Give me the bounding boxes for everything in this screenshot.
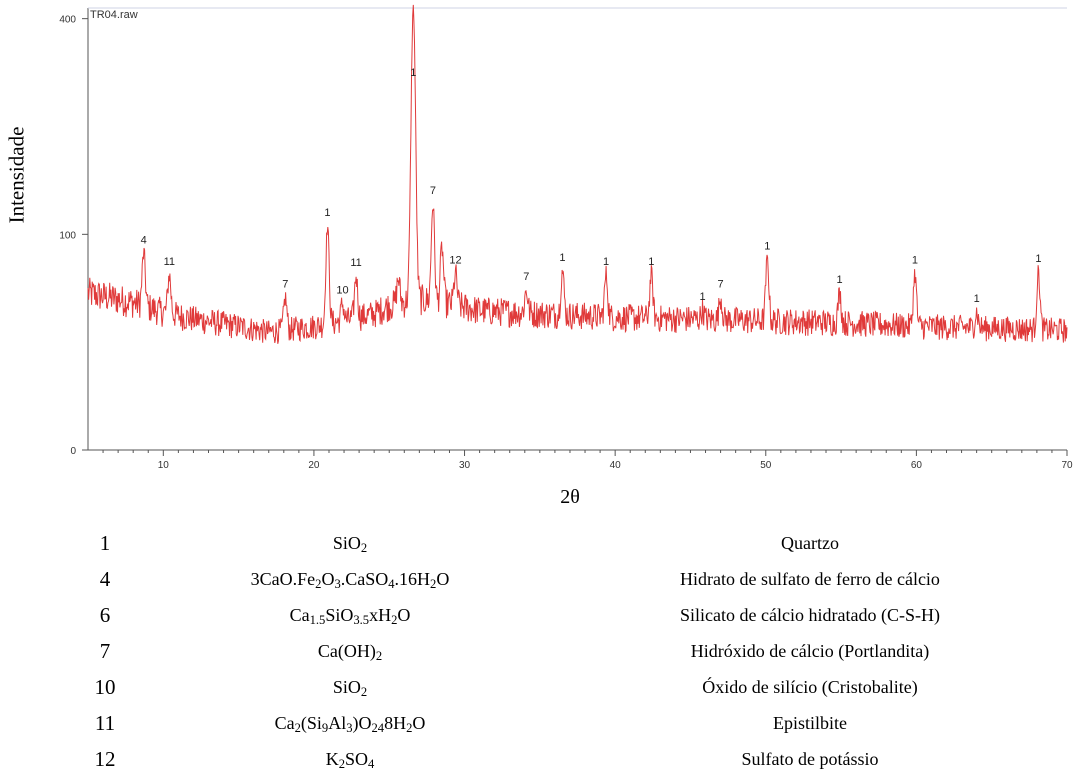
legend-description: Óxido de silício (Cristobalite) bbox=[702, 676, 918, 697]
peak-label: 4 bbox=[141, 235, 147, 247]
peak-label: 1 bbox=[764, 241, 770, 253]
legend-formula: SiO2 bbox=[332, 532, 368, 555]
peak-label: 7 bbox=[523, 271, 529, 283]
legend-description: Epistilbite bbox=[773, 712, 847, 733]
legend-row: 6 Ca1.5SiO3.5xH2O Silicato de cálcio hidra… bbox=[60, 597, 1070, 633]
peak-label: 1 bbox=[648, 256, 654, 268]
plot-frame bbox=[87, 7, 1067, 451]
peak-label: 1 bbox=[837, 274, 843, 286]
legend-number: 7 bbox=[99, 638, 111, 663]
peak-label: 11 bbox=[164, 256, 175, 268]
peak-label: 1 bbox=[974, 293, 980, 305]
legend-number: 6 bbox=[99, 602, 111, 627]
peak-label: 7 bbox=[430, 185, 436, 197]
legend-number: 1 bbox=[99, 530, 111, 555]
peak-label: 11 bbox=[350, 257, 361, 269]
x-tick-label: 60 bbox=[911, 460, 923, 471]
y-axis-label: Intensidade bbox=[4, 126, 29, 224]
peak-label: 1 bbox=[410, 67, 416, 79]
x-tick-label: 40 bbox=[610, 460, 622, 471]
phase-legend-table: 1 SiO2 Quartzo 4 3CaO.Fe2O3.CaSO4.16H2O Hidra… bbox=[60, 525, 1070, 777]
legend-row: 4 3CaO.Fe2O3.CaSO4.16H2O Hidrato de sulfat… bbox=[60, 561, 1070, 597]
file-label: TR04.raw bbox=[90, 9, 138, 21]
legend-number: 10 bbox=[94, 674, 116, 699]
peak-label: 12 bbox=[449, 254, 461, 266]
peak-label: 7 bbox=[718, 278, 724, 290]
legend-description: Hidróxido de cálcio (Portlandita) bbox=[690, 640, 930, 661]
legend-number: 11 bbox=[94, 710, 116, 735]
legend-row: 12 K2SO4 Sulfato de potássio bbox=[60, 741, 1070, 777]
legend-row: 1 SiO2 Quartzo bbox=[60, 525, 1070, 561]
legend-formula: Ca(OH)2 bbox=[317, 640, 383, 663]
legend-formula: 3CaO.Fe2O3.CaSO4.16H2O bbox=[250, 568, 450, 591]
peak-label: 1 bbox=[603, 256, 609, 268]
diffraction-trace bbox=[87, 4, 1068, 344]
x-tick-label: 10 bbox=[158, 460, 170, 471]
y-axis-label-box: Intensidade bbox=[2, 60, 32, 290]
legend-description: Silicato de cálcio hidratado (C-S-H) bbox=[680, 604, 940, 625]
peak-label: 1 bbox=[559, 252, 565, 264]
x-tick-label: 50 bbox=[760, 460, 772, 471]
legend-description: Sulfato de potássio bbox=[741, 748, 879, 769]
legend-number: 4 bbox=[99, 566, 111, 591]
legend-description: Quartzo bbox=[781, 532, 839, 553]
x-tick-label: 70 bbox=[1061, 460, 1073, 471]
axis-ticks: 10 20 30 40 50 60 70 0 100 400 bbox=[59, 15, 1073, 471]
y-tick-label: 100 bbox=[59, 230, 76, 241]
peak-label: 1 bbox=[699, 291, 705, 303]
legend-formula: Ca2(Si9Al3)O248H2O bbox=[274, 712, 426, 735]
y-tick-label: 0 bbox=[70, 446, 76, 457]
legend-row: 11 Ca2(Si9Al3)O248H2O Epistilbite bbox=[60, 705, 1070, 741]
legend-description: Hidrato de sulfato de ferro de cálcio bbox=[680, 568, 940, 589]
legend-formula: SiO2 bbox=[332, 676, 368, 699]
peak-label: 10 bbox=[336, 285, 348, 297]
x-axis-label: 2θ bbox=[560, 486, 580, 508]
legend-row: 10 SiO2 Óxido de silício (Cristobalite) bbox=[60, 669, 1070, 705]
peak-label: 7 bbox=[282, 278, 288, 290]
peak-label: 1 bbox=[324, 207, 330, 219]
legend-formula: Ca1.5SiO3.5xH2O bbox=[289, 604, 411, 627]
y-tick-label: 400 bbox=[59, 15, 76, 26]
x-tick-label: 20 bbox=[308, 460, 320, 471]
peak-label: 1 bbox=[1035, 253, 1041, 265]
peak-label: 1 bbox=[912, 254, 918, 266]
legend-number: 12 bbox=[94, 746, 116, 771]
legend-row: 7 Ca(OH)2 Hidróxido de cálcio (Portlandita… bbox=[60, 633, 1070, 669]
legend-formula: K2SO4 bbox=[325, 748, 375, 771]
x-tick-label: 30 bbox=[459, 460, 471, 471]
